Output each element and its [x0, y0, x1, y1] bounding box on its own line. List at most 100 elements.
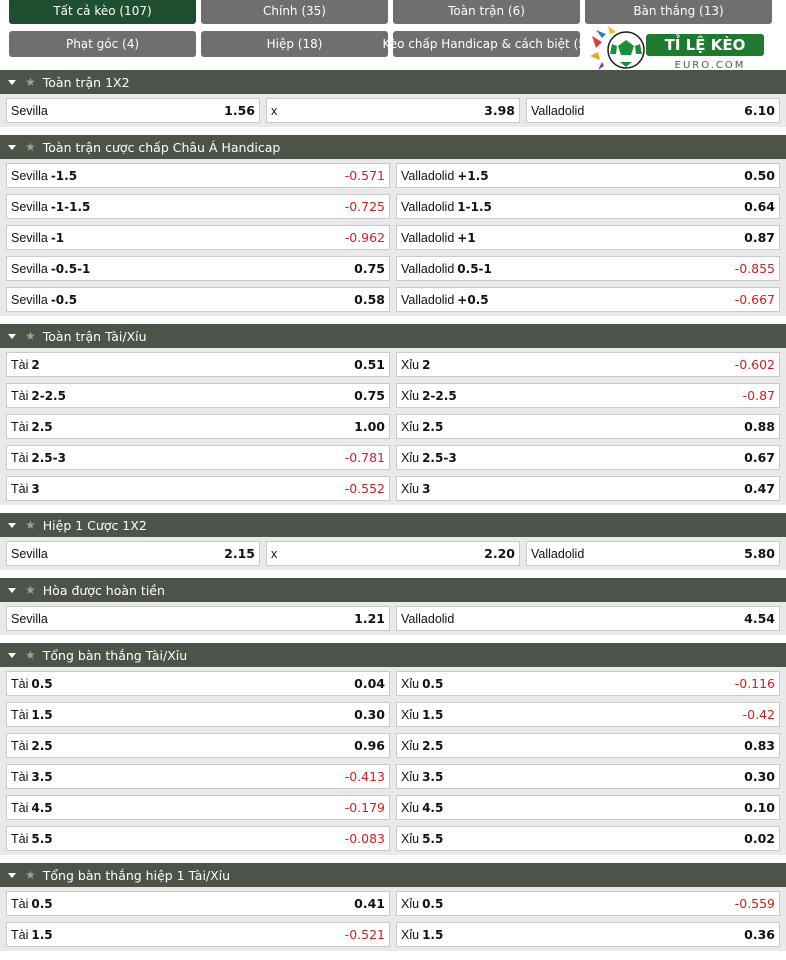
odds-cell[interactable]: Xỉu 0.5 -0.559	[396, 891, 780, 916]
collapse-caret-icon[interactable]	[8, 587, 16, 593]
selection-label: Sevilla	[11, 547, 48, 561]
odds-value: 0.02	[744, 831, 775, 846]
tab-goals[interactable]: Bàn thắng (13)	[585, 0, 772, 24]
favorite-star-icon[interactable]: ★	[25, 140, 36, 154]
section-header[interactable]: ★ Tổng bàn thắng Tài/Xỉu	[0, 643, 786, 667]
tab-half[interactable]: Hiệp (18)	[201, 31, 388, 57]
selection-label: Tài 1.5	[11, 708, 53, 722]
odds-value: 0.51	[354, 357, 385, 372]
selection-name: Xỉu	[401, 388, 420, 403]
section-header[interactable]: ★ Toàn trận 1X2	[0, 70, 786, 94]
selection-label: Xỉu 5.5	[401, 832, 443, 846]
selection-name: Valladolid	[401, 230, 455, 245]
handicap-line: 5.5	[422, 831, 444, 846]
odds-row: Tài 0.5 0.04 Xỉu 0.5 -0.116	[6, 671, 780, 696]
odds-cell[interactable]: Valladolid 1-1.5 0.64	[396, 194, 780, 219]
section-header[interactable]: ★ Hiệp 1 Cược 1X2	[0, 513, 786, 537]
odds-cell[interactable]: Tài 1.5 -0.521	[6, 922, 390, 947]
odds-row: Sevilla -0.5-1 0.75 Valladolid 0.5-1 -0.855	[6, 256, 780, 281]
odds-cell[interactable]: Xỉu 2-2.5 -0.87	[396, 383, 780, 408]
odds-cell[interactable]: Xỉu 1.5 0.36	[396, 922, 780, 947]
odds-cell[interactable]: x 2.20	[266, 541, 520, 566]
collapse-caret-icon[interactable]	[8, 872, 16, 878]
selection-name: Sevilla	[11, 611, 48, 626]
odds-cell[interactable]: Xỉu 3.5 0.30	[396, 764, 780, 789]
odds-cell[interactable]: Valladolid 0.5-1 -0.855	[396, 256, 780, 281]
odds-row: Sevilla -1-1.5 -0.725 Valladolid 1-1.5 0.64	[6, 194, 780, 219]
favorite-star-icon[interactable]: ★	[25, 75, 36, 89]
odds-cell[interactable]: Tài 0.5 0.04	[6, 671, 390, 696]
odds-cell[interactable]: Xỉu 2.5-3 0.67	[396, 445, 780, 470]
odds-value: -0.083	[344, 831, 385, 846]
selection-name: Sevilla	[11, 199, 48, 214]
section-header[interactable]: ★ Hòa được hoàn tiền	[0, 578, 786, 602]
section-body: Sevilla 1.21 Valladolid 4.54	[0, 602, 786, 635]
handicap-line: -1-1.5	[50, 199, 91, 214]
odds-cell[interactable]: Sevilla 2.15	[6, 541, 260, 566]
favorite-star-icon[interactable]: ★	[25, 868, 36, 882]
collapse-caret-icon[interactable]	[8, 144, 16, 150]
odds-cell[interactable]: Tài 1.5 0.30	[6, 702, 390, 727]
odds-cell[interactable]: Tài 2.5-3 -0.781	[6, 445, 390, 470]
odds-cell[interactable]: Xỉu 1.5 -0.42	[396, 702, 780, 727]
odds-row: Tài 2.5 0.96 Xỉu 2.5 0.83	[6, 733, 780, 758]
tab-handicap[interactable]: Kèo chấp Handicap & cách biệt (5)	[382, 31, 591, 57]
handicap-line: 2	[422, 357, 431, 372]
odds-cell[interactable]: Xỉu 2 -0.602	[396, 352, 780, 377]
odds-cell[interactable]: Tài 3 -0.552	[6, 476, 390, 501]
odds-cell[interactable]: Valladolid 6.10	[526, 98, 780, 123]
odds-cell[interactable]: Tài 2-2.5 0.75	[6, 383, 390, 408]
odds-cell[interactable]: Tài 0.5 0.41	[6, 891, 390, 916]
section-header[interactable]: ★ Toàn trận Tài/Xỉu	[0, 324, 786, 348]
tab-corners[interactable]: Phạt góc (4)	[9, 31, 196, 57]
odds-cell[interactable]: Sevilla -1-1.5 -0.725	[6, 194, 390, 219]
favorite-star-icon[interactable]: ★	[25, 518, 36, 532]
odds-cell[interactable]: Xỉu 0.5 -0.116	[396, 671, 780, 696]
selection-name: Tài	[11, 419, 29, 434]
handicap-line: 1.5	[422, 707, 444, 722]
collapse-caret-icon[interactable]	[8, 333, 16, 339]
odds-cell[interactable]: Sevilla 1.56	[6, 98, 260, 123]
odds-cell[interactable]: Valladolid +1 0.87	[396, 225, 780, 250]
handicap-line: 2.5-3	[31, 450, 66, 465]
collapse-caret-icon[interactable]	[8, 652, 16, 658]
odds-cell[interactable]: Sevilla -1.5 -0.571	[6, 163, 390, 188]
collapse-caret-icon[interactable]	[8, 522, 16, 528]
tab-all[interactable]: Tất cả kèo (107)	[9, 0, 196, 24]
odds-cell[interactable]: Tài 3.5 -0.413	[6, 764, 390, 789]
odds-cell[interactable]: Tài 2 0.51	[6, 352, 390, 377]
odds-cell[interactable]: Tài 2.5 0.96	[6, 733, 390, 758]
odds-value: -0.667	[734, 292, 775, 307]
favorite-star-icon[interactable]: ★	[25, 648, 36, 662]
odds-cell[interactable]: Sevilla -1 -0.962	[6, 225, 390, 250]
odds-cell[interactable]: Tài 4.5 -0.179	[6, 795, 390, 820]
market-section: ★ Hòa được hoàn tiền Sevilla 1.21 Valladolid…	[0, 578, 786, 635]
odds-cell[interactable]: Xỉu 2.5 0.83	[396, 733, 780, 758]
odds-cell[interactable]: Tài 2.5 1.00	[6, 414, 390, 439]
section-body: Tài 2 0.51 Xỉu 2 -0.602 Tài 2-2.5 0.75 Xỉu 2-2.5 -0…	[0, 348, 786, 505]
tab-fulltime[interactable]: Toàn trận (6)	[393, 0, 580, 24]
selection-name: Valladolid	[531, 546, 585, 561]
odds-cell[interactable]: Sevilla -0.5 0.58	[6, 287, 390, 312]
section-header[interactable]: ★ Tổng bàn thắng hiệp 1 Tài/Xỉu	[0, 863, 786, 887]
section-header[interactable]: ★ Toàn trận cược chấp Châu Á Handicap	[0, 135, 786, 159]
odds-cell[interactable]: Valladolid 5.80	[526, 541, 780, 566]
tab-main[interactable]: Chính (35)	[201, 0, 388, 24]
favorite-star-icon[interactable]: ★	[25, 583, 36, 597]
odds-cell[interactable]: Sevilla -0.5-1 0.75	[6, 256, 390, 281]
odds-cell[interactable]: Xỉu 5.5 0.02	[396, 826, 780, 851]
collapse-caret-icon[interactable]	[8, 79, 16, 85]
odds-cell[interactable]: Valladolid +1.5 0.50	[396, 163, 780, 188]
selection-name: Xỉu	[401, 896, 420, 911]
odds-cell[interactable]: Xỉu 4.5 0.10	[396, 795, 780, 820]
odds-cell[interactable]: x 3.98	[266, 98, 520, 123]
odds-cell[interactable]: Sevilla 1.21	[6, 606, 390, 631]
site-logo[interactable]: TỈ LỆ KÈO EURO.COM	[590, 26, 770, 72]
favorite-star-icon[interactable]: ★	[25, 329, 36, 343]
odds-cell[interactable]: Xỉu 2.5 0.88	[396, 414, 780, 439]
odds-cell[interactable]: Xỉu 3 0.47	[396, 476, 780, 501]
odds-sections: ★ Toàn trận 1X2 Sevilla 1.56 x 3.98 Valladolid…	[0, 70, 786, 959]
odds-cell[interactable]: Valladolid 4.54	[396, 606, 780, 631]
odds-cell[interactable]: Valladolid +0.5 -0.667	[396, 287, 780, 312]
odds-cell[interactable]: Tài 5.5 -0.083	[6, 826, 390, 851]
